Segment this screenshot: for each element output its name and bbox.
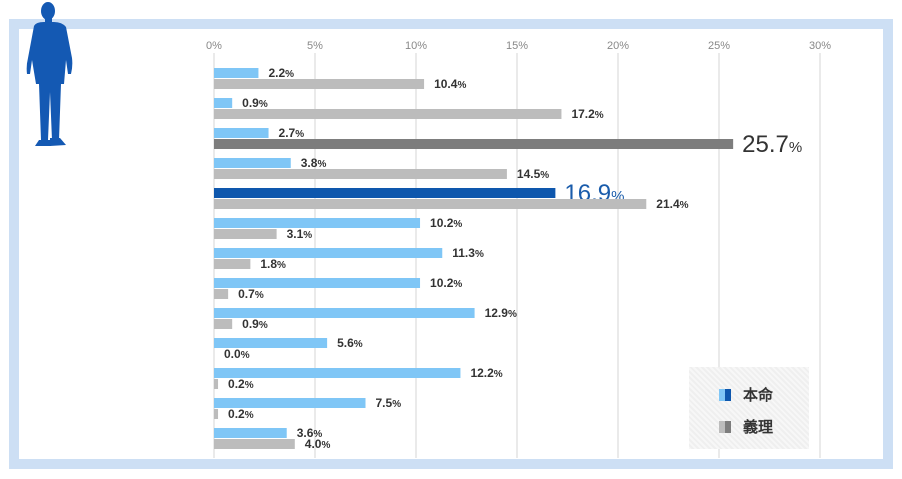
honmei-bar: [214, 98, 233, 108]
honmei-bar: [214, 248, 443, 258]
honmei-bar: [214, 218, 421, 228]
giri-value-label: 0.9%: [242, 317, 268, 331]
tick-label: 5%: [307, 40, 323, 52]
giri-value-label: 25.7%: [742, 131, 802, 158]
honmei-value-label: 12.9%: [485, 306, 517, 320]
honmei-bar: [214, 278, 421, 288]
giri-bar: [214, 319, 233, 329]
honmei-bar: [214, 338, 328, 348]
giri-bar: [214, 109, 562, 119]
giri-value-label: 0.7%: [238, 287, 264, 301]
giri-bar: [214, 199, 647, 209]
giri-bar: [214, 169, 507, 179]
tick-label: 0%: [206, 40, 222, 52]
honmei-value-label: 11.3%: [452, 246, 484, 260]
honmei-bar: [214, 128, 269, 138]
honmei-bar: [214, 368, 461, 378]
legend-item-giri: 義理: [719, 416, 773, 437]
legend: 本命 義理: [689, 367, 809, 449]
giri-swatch-light: [719, 420, 725, 433]
giri-value-label: 10.4%: [434, 77, 466, 91]
honmei-value-label: 7.5%: [376, 396, 402, 410]
honmei-bar: [214, 68, 259, 78]
giri-bar: [214, 259, 251, 269]
honmei-bar: [214, 188, 556, 198]
honmei-bar: [214, 308, 475, 318]
tick-label: 30%: [809, 40, 831, 52]
giri-bar: [214, 409, 219, 419]
tick-label: 25%: [708, 40, 730, 52]
honmei-bar: [214, 158, 291, 168]
honmei-bar: [214, 398, 366, 408]
honmei-value-label: 2.2%: [268, 66, 294, 80]
giri-bar: [214, 289, 229, 299]
honmei-value-label: 2.7%: [279, 126, 305, 140]
giri-value-label: 17.2%: [571, 107, 603, 121]
honmei-value-label: 10.2%: [430, 276, 462, 290]
giri-bar: [214, 229, 277, 239]
giri-bar: [214, 139, 734, 149]
giri-value-label: 21.4%: [656, 197, 688, 211]
giri-bar: [214, 379, 219, 389]
chart-frame: [9, 19, 893, 469]
honmei-value-label: 3.8%: [301, 156, 327, 170]
tick-label: 20%: [607, 40, 629, 52]
tick-label: 15%: [506, 40, 528, 52]
giri-bar: [214, 79, 425, 89]
honmei-swatch-light: [719, 388, 725, 401]
giri-value-label: 0.2%: [228, 407, 254, 421]
honmei-value-label: 5.6%: [337, 336, 363, 350]
tick-label: 10%: [405, 40, 427, 52]
legend-item-honmei: 本命: [719, 384, 773, 405]
giri-value-label: 1.8%: [260, 257, 286, 271]
honmei-bar: [214, 428, 287, 438]
giri-value-label: 0.2%: [228, 377, 254, 391]
honmei-value-label: 10.2%: [430, 216, 462, 230]
legend-label-honmei: 本命: [743, 387, 774, 404]
giri-value-label: 4.0%: [305, 437, 331, 451]
honmei-swatch-dark: [725, 388, 731, 401]
legend-label-giri: 義理: [743, 419, 774, 436]
giri-swatch-dark: [725, 420, 731, 433]
giri-swatch-icon: [719, 420, 731, 433]
giri-bar: [214, 439, 295, 449]
honmei-value-label: 3.6%: [297, 426, 323, 440]
giri-value-label: 0.0%: [224, 347, 250, 361]
man-silhouette-icon: [26, 2, 73, 146]
honmei-value-label: 12.2%: [470, 366, 502, 380]
giri-value-label: 3.1%: [287, 227, 313, 241]
honmei-swatch-icon: [719, 388, 731, 401]
honmei-value-label: 0.9%: [242, 96, 268, 110]
giri-value-label: 14.5%: [517, 167, 549, 181]
